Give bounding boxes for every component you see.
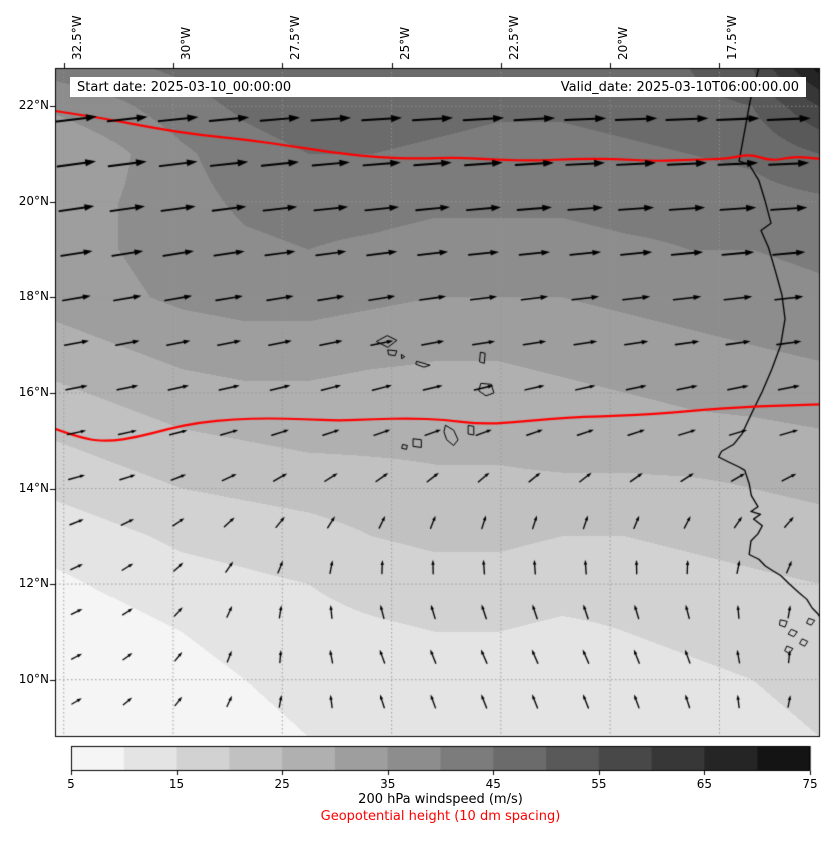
colorbar-title: 200 hPa windspeed (m/s)	[358, 792, 523, 807]
colorbar-tick-label: 15	[168, 777, 185, 791]
colorbar-tick-label: 35	[380, 777, 396, 791]
y-tick-label: 10°N	[18, 671, 49, 686]
valid-date-label: Valid_date: 2025-03-10T06:00:00.00	[560, 79, 799, 95]
x-tick-label: 32.5°W	[69, 15, 84, 60]
x-tick-label: 25°W	[397, 26, 412, 60]
y-tick-label: 18°N	[18, 289, 49, 304]
x-tick-label: 22.5°W	[506, 15, 521, 60]
y-tick-label: 16°N	[18, 384, 49, 399]
date-strip: Start date: 2025-03-10_00:00:00 Valid_da…	[70, 77, 806, 97]
colorbar-tick-label: 75	[802, 777, 818, 791]
start-date-label: Start date: 2025-03-10_00:00:00	[77, 79, 292, 95]
geopotential-contour-caption: Geopotential height (10 dm spacing)	[320, 809, 561, 824]
x-tick-label: 30°W	[179, 26, 194, 60]
colorbar-tick-label: 5	[67, 777, 75, 791]
y-tick-label: 12°N	[18, 576, 49, 591]
colorbar-tick-label: 45	[485, 777, 501, 791]
y-tick-label: 14°N	[18, 480, 49, 495]
y-tick-label: 20°N	[18, 193, 49, 208]
colorbar-tick-label: 65	[696, 777, 713, 791]
y-tick-label: 22°N	[18, 98, 49, 113]
x-tick-label: 17.5°W	[725, 15, 740, 60]
colorbar-tick-label: 55	[591, 777, 607, 791]
colorbar-tick-label: 25	[274, 777, 290, 791]
x-tick-label: 20°W	[616, 26, 631, 60]
x-tick-label: 27.5°W	[288, 15, 303, 60]
